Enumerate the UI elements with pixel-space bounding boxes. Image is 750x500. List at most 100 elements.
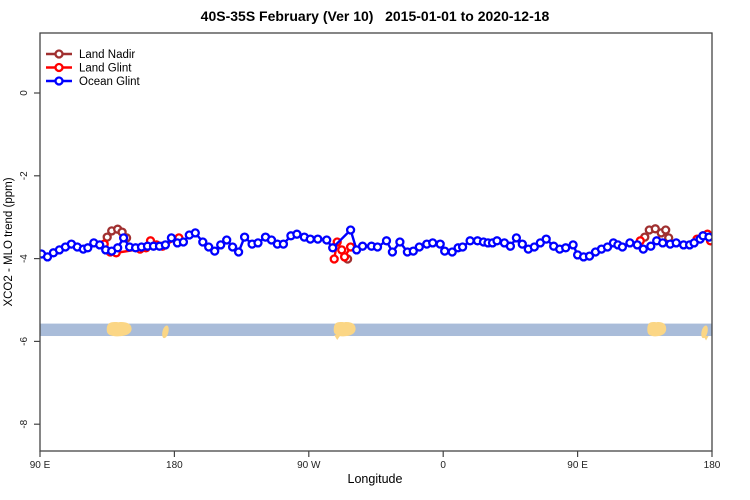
data-point: [166, 233, 177, 243]
data-point: [198, 237, 208, 247]
data-point: [329, 254, 339, 264]
data-point: [345, 225, 356, 235]
y-axis: 0 -2 -4 -6 -8: [19, 90, 40, 429]
x-tick-label: 90 E: [30, 460, 51, 471]
data-point: [492, 236, 502, 246]
data-point: [617, 242, 628, 252]
y-tick-label: 0: [19, 90, 30, 96]
data-point: [561, 243, 571, 253]
data-point: [266, 235, 277, 245]
data-point: [204, 242, 214, 252]
x-tick-label: 90 W: [297, 460, 321, 471]
data-point: [661, 225, 671, 235]
data-point: [118, 233, 129, 243]
data-point: [584, 251, 595, 261]
data-point: [395, 237, 405, 247]
data-point: [227, 242, 238, 252]
data-point: [465, 236, 475, 246]
x-tick-label: 180: [166, 460, 183, 471]
data-point: [381, 236, 392, 246]
data-point: [42, 252, 53, 262]
data-point: [517, 239, 527, 249]
map-land-mass: [647, 321, 667, 337]
legend-marker: [54, 62, 64, 73]
x-axis: 90 E 180 90 W 0 90 E 180: [30, 451, 721, 471]
data-point: [190, 228, 200, 238]
data-point: [428, 238, 438, 248]
x-tick-label: 90 E: [567, 460, 588, 471]
data-series: [40, 224, 712, 264]
data-point: [408, 246, 418, 256]
series-ocean-glint: [40, 225, 712, 262]
data-point: [339, 252, 350, 262]
data-point: [253, 238, 263, 248]
data-point: [704, 232, 712, 242]
data-point: [646, 241, 656, 251]
data-point: [239, 232, 250, 242]
data-point: [372, 242, 383, 252]
y-axis-title: XCO2 - MLO trend (ppm): [3, 177, 15, 307]
data-point: [83, 243, 93, 253]
legend-marker: [54, 49, 64, 59]
x-tick-label: 0: [440, 460, 446, 471]
data-point: [671, 238, 681, 248]
data-point: [113, 243, 123, 253]
data-point: [511, 233, 522, 243]
data-point: [447, 247, 457, 257]
data-point: [292, 229, 302, 239]
data-point: [95, 240, 105, 250]
data-point: [568, 240, 578, 250]
data-point: [602, 242, 613, 252]
data-point: [313, 234, 323, 244]
map-land-tail: [703, 336, 709, 341]
data-point: [638, 244, 648, 254]
legend-label: Land Glint: [79, 63, 132, 75]
data-point: [357, 241, 368, 251]
x-axis-title: Longitude: [347, 472, 403, 486]
data-point: [541, 234, 551, 244]
legend-item-ocean-glint: Ocean Glint: [46, 76, 141, 88]
x-tick-label: 180: [704, 460, 721, 471]
legend-label: Land Nadir: [79, 49, 135, 61]
plot-box: [39, 32, 713, 452]
data-point: [632, 240, 642, 250]
data-point: [658, 238, 668, 248]
legend-item-land-glint: Land Glint: [46, 63, 132, 75]
y-tick-label: -4: [19, 254, 30, 263]
data-point: [328, 243, 338, 253]
y-tick-label: -2: [19, 171, 30, 180]
data-point: [440, 246, 450, 256]
data-point: [505, 241, 516, 251]
data-point: [435, 239, 445, 249]
data-point: [216, 240, 226, 250]
map-land-mass: [106, 321, 132, 337]
legend-marker: [54, 76, 64, 86]
legend-label: Ocean Glint: [79, 76, 141, 88]
data-point: [650, 224, 660, 234]
chart-title: 40S-35S February (Ver 10) 2015-01-01 to …: [200, 8, 550, 24]
y-tick-label: -6: [19, 337, 30, 346]
data-point: [387, 247, 398, 257]
data-point: [414, 242, 424, 252]
data-point: [457, 242, 468, 252]
map-ocean-band: [40, 323, 712, 337]
data-point: [529, 242, 539, 252]
map-land-sliver: [162, 325, 169, 339]
data-point: [160, 240, 171, 250]
data-point: [178, 237, 189, 247]
y-tick-label: -8: [19, 419, 30, 428]
data-point: [233, 247, 244, 257]
data-point: [305, 234, 315, 244]
data-point: [210, 246, 220, 256]
map-land-tail: [334, 335, 341, 341]
map-land-sliver: [701, 325, 708, 339]
map-land-mass: [333, 321, 356, 337]
data-point: [322, 235, 332, 245]
map-strip: [40, 321, 712, 341]
legend-item-land-nadir: Land Nadir: [46, 49, 135, 61]
data-point: [222, 235, 232, 245]
data-point: [625, 238, 635, 248]
